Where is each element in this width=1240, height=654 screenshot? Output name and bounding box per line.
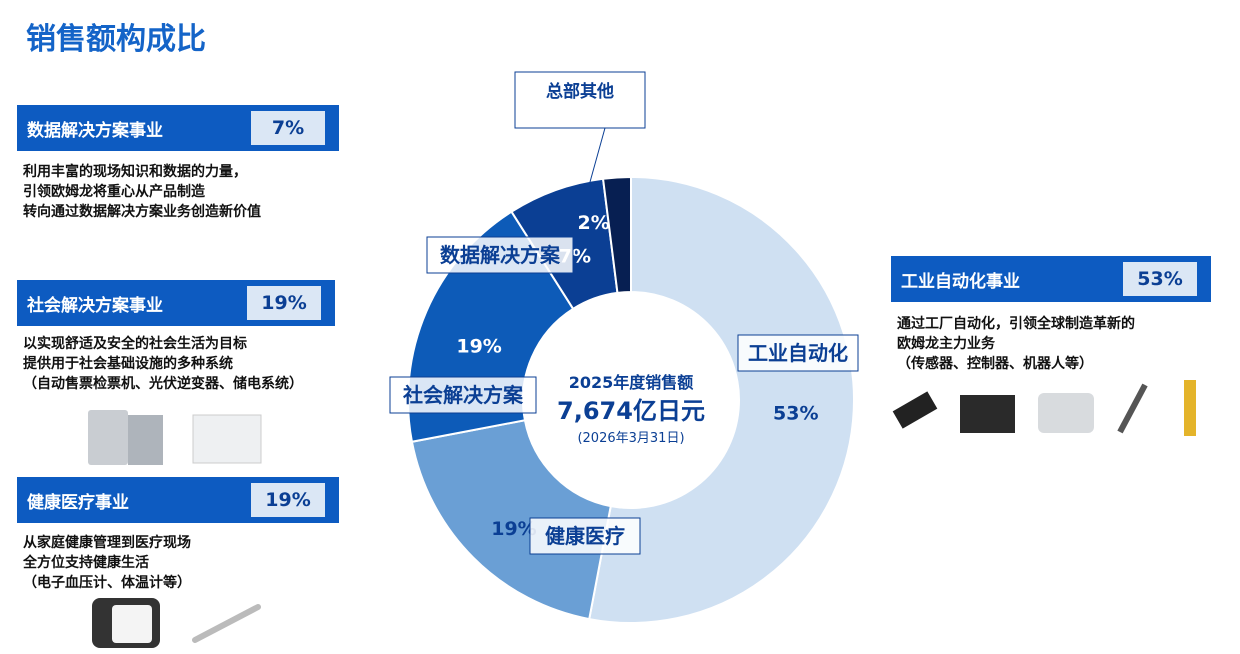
category-name: 健康医疗 — [545, 524, 625, 548]
panel-percent: 19% — [251, 483, 325, 517]
category-box — [737, 334, 859, 372]
category-name: 社会解决方案 — [402, 383, 524, 407]
center-value: 7,674亿日元 — [557, 397, 705, 425]
donut-segment — [601, 175, 632, 294]
category-box — [529, 517, 641, 555]
description-line: （传感器、控制器、机器人等） — [897, 356, 1093, 372]
category-box — [426, 236, 574, 274]
panel-description: 利用丰富的现场知识和数据的力量， 引领欧姆龙将重心从产品制造转向通过数据解决方案业… — [23, 162, 261, 222]
description-line: 欧姆龙主力业务 — [897, 336, 995, 352]
panel-description: 通过工厂自动化，引领全球制造革新的 欧姆龙主力业务 （传感器、控制器、机器人等） — [897, 314, 1135, 374]
category-label: 社会解决方案 — [389, 376, 537, 414]
description-line: 引领欧姆龙将重心从产品制造 — [23, 184, 205, 200]
panel-header: 数据解决方案事业 7% — [17, 105, 339, 151]
product-icons — [88, 380, 1196, 648]
donut-segment — [588, 175, 855, 624]
category-label: 总部其他 — [514, 71, 646, 129]
panel-header: 社会解决方案事业 19% — [17, 280, 335, 326]
panel-header: 健康医疗事业 19% — [17, 477, 339, 523]
description-line: 利用丰富的现场知识和数据的力量， — [23, 164, 247, 180]
category-name: 数据解决方案 — [440, 243, 561, 267]
panel-header: 工业自动化事业 53% — [891, 256, 1211, 302]
description-line: 通过工厂自动化，引领全球制造革新的 — [897, 316, 1135, 332]
donut-segment — [410, 419, 612, 621]
panel-description: 以实现舒适及安全的社会生活为目标 提供用于社会基础设施的多种系统 （自动售票检票机、… — [23, 334, 303, 394]
panel-percent: 19% — [247, 286, 321, 320]
description-line: （电子血压计、体温计等） — [23, 575, 191, 591]
description-line: 从家庭健康管理到医疗现场 — [23, 535, 191, 551]
description-line: （自动售票检票机、光伏逆变器、储电系统） — [23, 376, 303, 392]
value-label: 53% — [773, 403, 818, 425]
description-line: 以实现舒适及安全的社会生活为目标 — [23, 336, 247, 352]
panel-percent: 7% — [251, 111, 325, 145]
category-box — [389, 376, 537, 414]
value-label: 2% — [577, 212, 609, 234]
description-line: 全方位支持健康生活 — [23, 555, 149, 571]
category-box — [514, 71, 646, 129]
value-label: 19% — [456, 335, 501, 357]
category-label: 工业自动化 — [737, 334, 859, 372]
category-label: 数据解决方案 — [426, 236, 574, 274]
value-label: 19% — [491, 518, 536, 540]
category-name: 总部其他 — [546, 81, 614, 102]
leader-line — [589, 127, 606, 183]
center-title: 2025年度销售额 — [569, 373, 694, 392]
description-line: 提供用于社会基础设施的多种系统 — [23, 356, 233, 372]
category-name: 工业自动化 — [748, 341, 848, 365]
center-date: (2026年3月31日) — [577, 431, 684, 446]
description-line: 转向通过数据解决方案业务创造新价值 — [23, 204, 261, 220]
panel-percent: 53% — [1123, 262, 1197, 296]
category-label: 健康医疗 — [529, 517, 641, 555]
panel-description: 从家庭健康管理到医疗现场 全方位支持健康生活 （电子血压计、体温计等） — [23, 533, 191, 593]
page-title: 销售额构成比 — [26, 22, 206, 57]
